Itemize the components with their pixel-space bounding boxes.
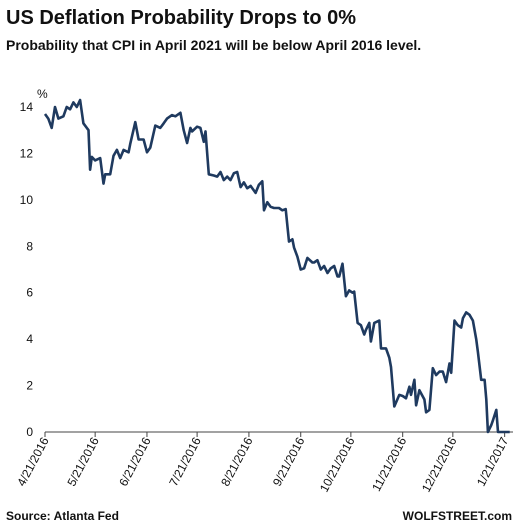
x-tick-label: 10/21/2016 (317, 435, 358, 495)
x-tick-label: 1/21/2017 (474, 435, 512, 489)
chart-subtitle: Probability that CPI in April 2021 will … (6, 37, 421, 53)
x-tick-label: 6/21/2016 (116, 435, 154, 489)
y-tick-label: 6 (26, 286, 33, 300)
x-tick-label: 7/21/2016 (166, 435, 204, 489)
x-tick-label: 11/21/2016 (369, 435, 409, 494)
x-tick-label: 12/21/2016 (419, 435, 460, 495)
y-tick-label: 0 (26, 425, 33, 439)
y-tick-label: 10 (20, 193, 34, 207)
y-tick-label: 2 (26, 379, 33, 393)
credit: WOLFSTREET.com (403, 509, 512, 523)
y-tick-label: 8 (26, 239, 33, 253)
data-line (43, 98, 510, 434)
source: Source: Atlanta Fed (6, 509, 119, 523)
y-unit: % (37, 87, 48, 101)
x-tick-label: 8/21/2016 (218, 435, 256, 489)
y-tick-label: 14 (20, 100, 34, 114)
y-tick-label: 4 (26, 332, 33, 346)
x-tick-label: 9/21/2016 (270, 435, 308, 489)
chart-title: US Deflation Probability Drops to 0% (6, 7, 356, 29)
x-tick-label: 5/21/2016 (64, 435, 102, 489)
x-tick-label: 4/21/2016 (14, 435, 52, 489)
y-tick-label: 12 (20, 146, 34, 160)
